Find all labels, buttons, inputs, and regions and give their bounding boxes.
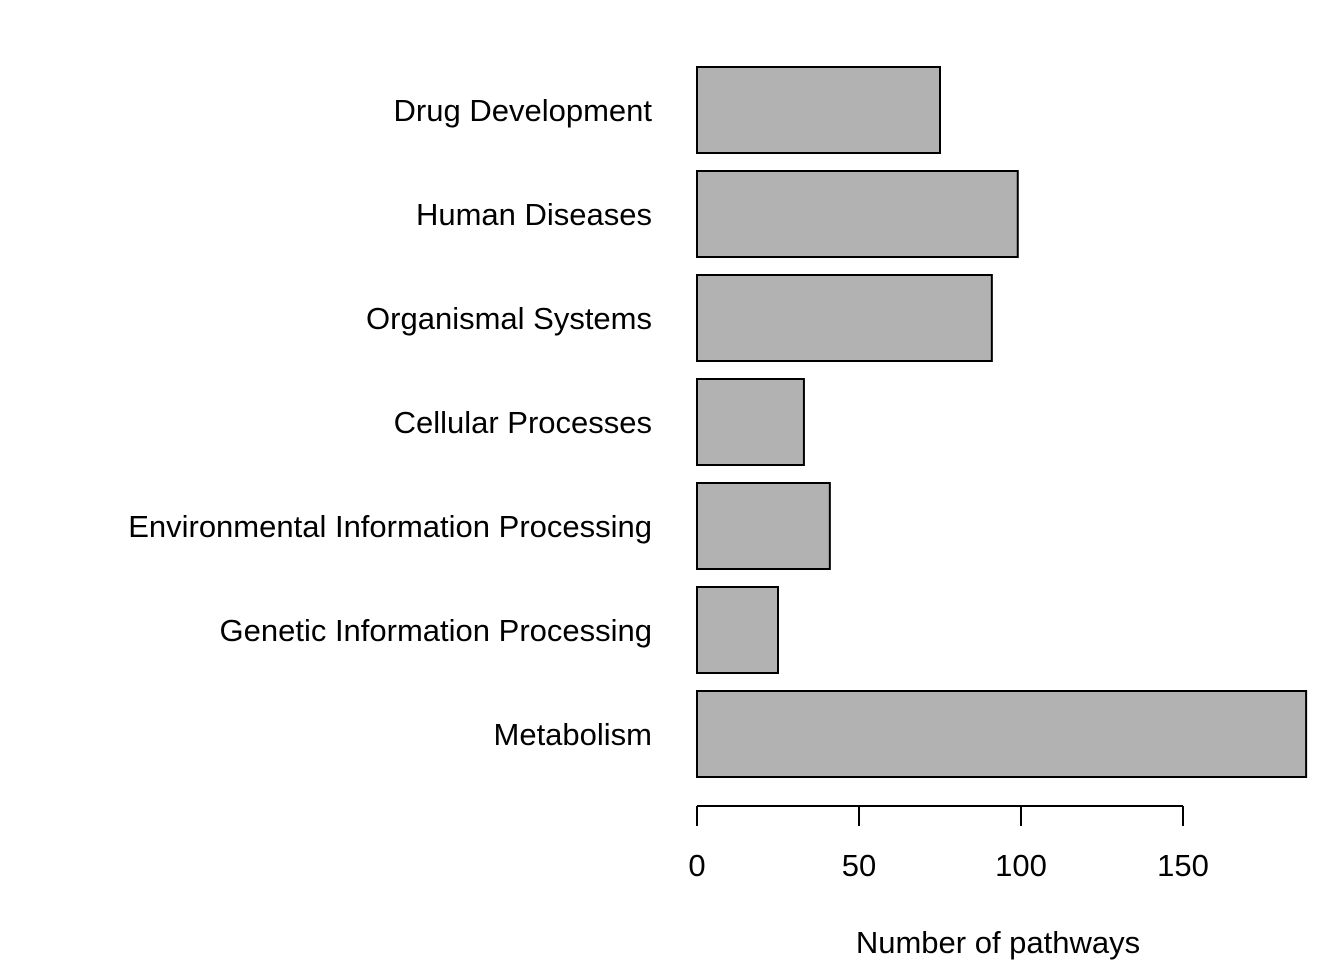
bars-group bbox=[696, 66, 1308, 778]
bar-cellular-processes bbox=[696, 378, 805, 466]
bar-organismal-systems bbox=[696, 274, 993, 362]
x-tick-label: 150 bbox=[1157, 848, 1209, 883]
x-axis: 0 50 100 150 bbox=[688, 805, 1209, 883]
category-label: Drug Development bbox=[394, 93, 653, 128]
bar-human-diseases bbox=[696, 170, 1019, 258]
x-tick-label: 50 bbox=[842, 848, 876, 883]
bar-environmental-information-processing bbox=[696, 482, 831, 570]
x-tick-label: 0 bbox=[688, 848, 705, 883]
category-label: Environmental Information Processing bbox=[128, 509, 652, 544]
x-axis-title: Number of pathways bbox=[856, 925, 1140, 960]
bar-genetic-information-processing bbox=[696, 586, 779, 674]
category-label: Cellular Processes bbox=[394, 405, 652, 440]
category-label: Metabolism bbox=[494, 717, 653, 752]
bar-metabolism bbox=[696, 690, 1308, 778]
x-tick-label: 100 bbox=[995, 848, 1047, 883]
category-label: Human Diseases bbox=[416, 197, 652, 232]
category-labels: Drug Development Human Diseases Organismal… bbox=[128, 93, 652, 752]
bar-drug-development bbox=[696, 66, 941, 154]
category-label: Organismal Systems bbox=[366, 301, 652, 336]
category-label: Genetic Information Processing bbox=[220, 613, 653, 648]
